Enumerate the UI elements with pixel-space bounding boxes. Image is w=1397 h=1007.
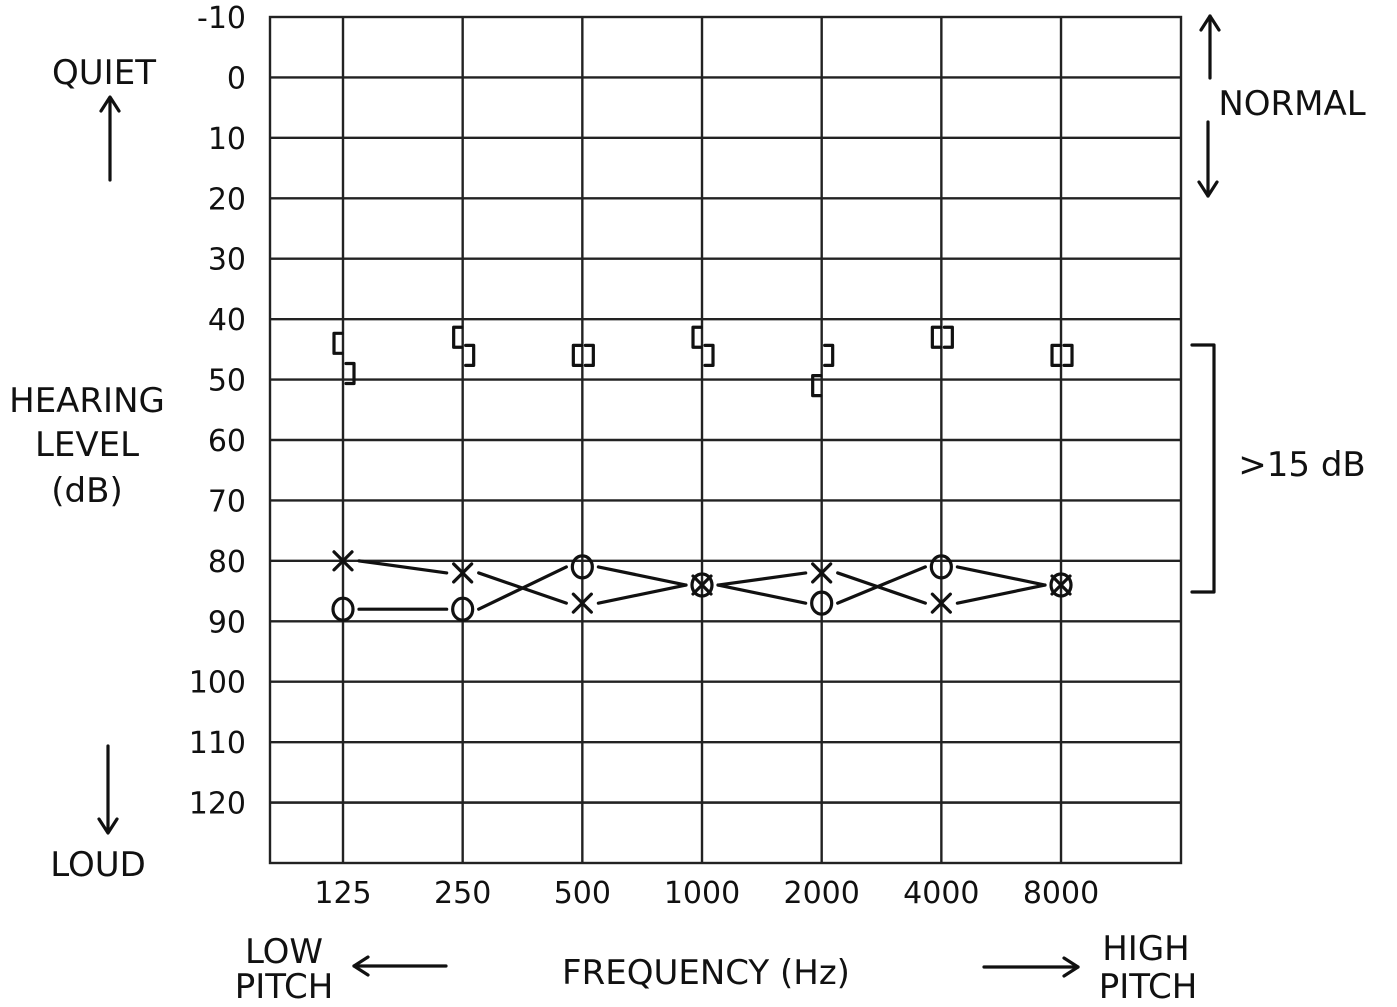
y-tick-label: 10 xyxy=(208,122,246,157)
series-line-x xyxy=(836,571,927,605)
o-mark xyxy=(451,596,475,622)
x-axis-label: FREQUENCY (Hz) xyxy=(562,953,850,993)
x-tick-label: 500 xyxy=(554,876,611,911)
y-tick-label: 20 xyxy=(208,182,246,217)
o-mark xyxy=(810,590,834,616)
ylabel-line-2: LEVEL xyxy=(35,425,139,465)
left-bracket-mark xyxy=(452,325,464,349)
right-bracket-mark xyxy=(583,343,595,367)
o-mark xyxy=(331,596,355,622)
series-line-o xyxy=(716,583,808,605)
y-tick-label: 80 xyxy=(208,545,246,580)
right-bracket-mark xyxy=(344,361,356,386)
x-tick-label: 8000 xyxy=(1023,876,1099,911)
right-bracket-mark xyxy=(1062,343,1074,367)
loud-arrow-icon xyxy=(97,744,119,835)
y-tick-label: 100 xyxy=(189,666,246,701)
x-mark xyxy=(1050,574,1072,596)
y-tick-label: 60 xyxy=(208,424,246,459)
left-bracket-mark xyxy=(571,343,583,367)
normal-up-arrow-icon xyxy=(1199,14,1221,80)
x-tick-label: 250 xyxy=(434,876,491,911)
y-tick-label: 70 xyxy=(208,484,246,519)
data-marks xyxy=(331,325,1074,622)
x-mark xyxy=(811,562,833,584)
left-bracket-mark xyxy=(811,374,823,398)
left-bracket-mark xyxy=(1050,343,1062,367)
x-mark xyxy=(930,592,952,614)
loud-label: LOUD xyxy=(50,845,146,885)
o-mark xyxy=(570,554,594,580)
quiet-label: QUIET xyxy=(52,53,156,93)
left-bracket-mark xyxy=(930,325,942,349)
x-mark xyxy=(452,562,474,584)
series-line-o xyxy=(836,565,927,605)
left-bracket-mark xyxy=(332,331,344,355)
y-tick-label: -10 xyxy=(197,1,246,36)
x-tick-label: 125 xyxy=(314,876,371,911)
y-tick-labels: -10 0 10 20 30 40 50 60 70 80 90 100 110 120 xyxy=(189,1,246,822)
low-pitch-line-2: PITCH xyxy=(235,967,334,1007)
x-mark xyxy=(571,592,593,614)
right-bracket-mark xyxy=(942,325,954,349)
x-mark xyxy=(691,574,713,596)
normal-down-arrow-icon xyxy=(1197,120,1219,198)
connecting-lines xyxy=(357,559,1047,611)
series-line-o xyxy=(955,565,1047,587)
y-tick-label: 40 xyxy=(208,303,246,338)
y-tick-label: 110 xyxy=(189,726,246,761)
series-line-x xyxy=(716,571,808,587)
ylabel-line-3: (dB) xyxy=(51,471,122,511)
normal-label: NORMAL xyxy=(1218,84,1365,124)
ylabel-line-1: HEARING xyxy=(9,381,165,421)
series-line-x xyxy=(357,559,449,575)
high-pitch-line-1: HIGH xyxy=(1102,929,1190,969)
high-pitch-arrow-icon xyxy=(982,956,1080,978)
left-bracket-mark xyxy=(691,325,703,349)
right-bracket-mark xyxy=(703,343,715,367)
x-tick-labels: 125 250 500 1000 2000 4000 8000 xyxy=(314,876,1099,911)
gap-bracket-icon xyxy=(1190,343,1216,594)
series-line-o xyxy=(596,565,688,587)
series-line-x xyxy=(955,583,1047,605)
series-line-o xyxy=(477,565,568,611)
right-bracket-mark xyxy=(464,343,476,367)
x-mark xyxy=(332,550,354,572)
high-pitch-line-2: PITCH xyxy=(1099,967,1198,1007)
o-mark xyxy=(690,572,714,598)
y-tick-label: 50 xyxy=(208,364,246,399)
quiet-arrow-icon xyxy=(99,95,121,182)
low-pitch-arrow-icon xyxy=(352,955,448,977)
y-tick-label: 90 xyxy=(208,605,246,640)
y-tick-label: 0 xyxy=(227,61,246,96)
low-pitch-line-1: LOW xyxy=(245,932,323,972)
y-tick-label: 120 xyxy=(189,787,246,822)
y-tick-label: 30 xyxy=(208,243,246,278)
gap-label: >15 dB xyxy=(1238,445,1365,485)
x-tick-label: 4000 xyxy=(903,876,979,911)
right-bracket-mark xyxy=(823,343,835,367)
series-line-x xyxy=(596,583,688,605)
grid xyxy=(268,15,1183,865)
x-tick-label: 2000 xyxy=(784,876,860,911)
o-mark xyxy=(1049,572,1073,598)
o-mark xyxy=(929,554,953,580)
x-tick-label: 1000 xyxy=(664,876,740,911)
